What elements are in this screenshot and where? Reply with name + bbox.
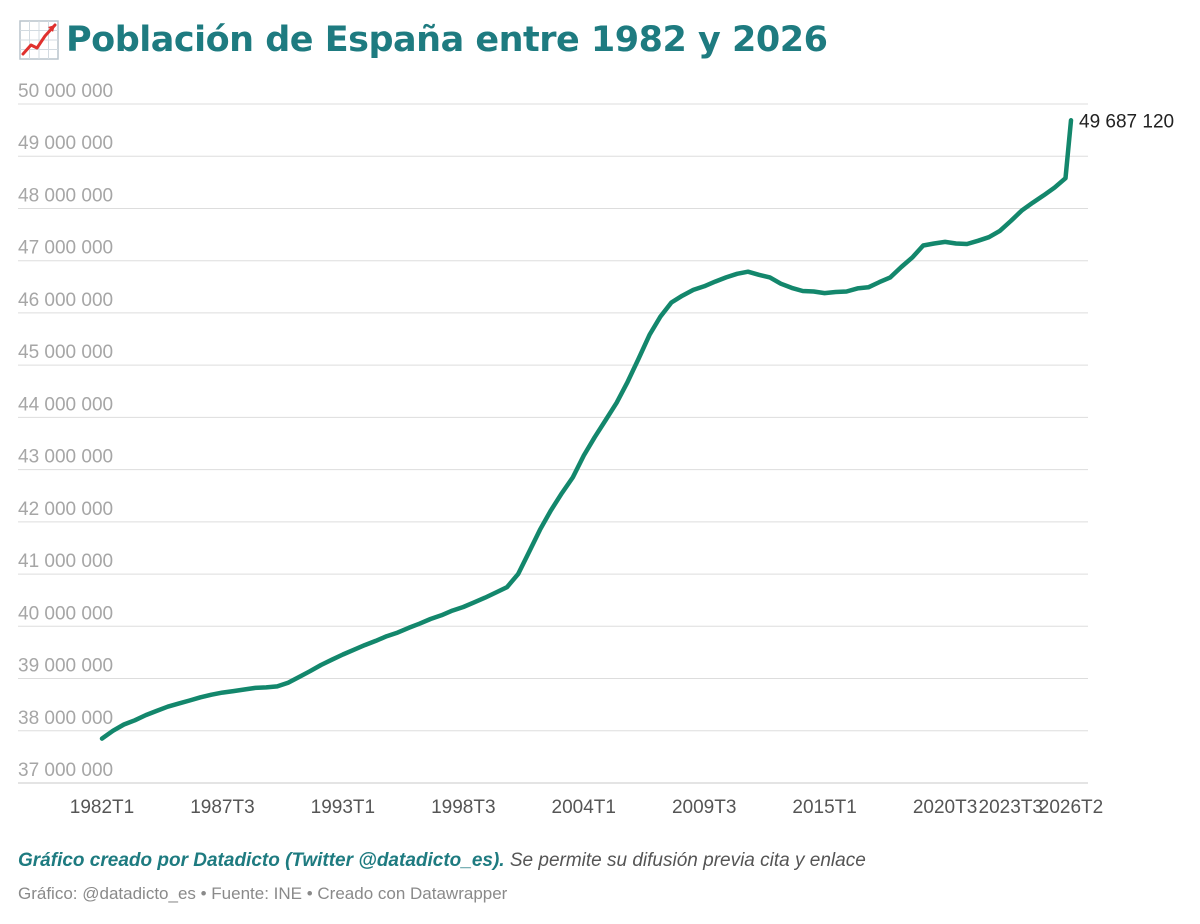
y-tick-label: 37 000 000: [18, 760, 113, 781]
x-tick-label: 1982T1: [70, 797, 134, 818]
x-tick-label: 2023T3: [979, 797, 1043, 818]
x-tick-label: 2009T3: [672, 797, 736, 818]
y-tick-label: 49 000 000: [18, 133, 113, 154]
y-tick-label: 42 000 000: [18, 499, 113, 520]
chart-title-text: Población de España entre 1982 y 2026: [66, 20, 828, 60]
y-tick-label: 46 000 000: [18, 290, 113, 311]
footer-credit-bold: Gráfico creado por Datadicto (Twitter @d…: [18, 850, 505, 871]
y-tick-label: 41 000 000: [18, 551, 113, 572]
y-tick-label: 47 000 000: [18, 238, 113, 259]
chart-title: Población de España entre 1982 y 2026: [18, 14, 828, 66]
x-tick-label: 1993T1: [311, 797, 375, 818]
y-tick-label: 39 000 000: [18, 656, 113, 677]
x-tick-label: 2004T1: [552, 797, 616, 818]
x-tick-label: 2015T1: [792, 797, 856, 818]
y-tick-label: 44 000 000: [18, 394, 113, 415]
y-tick-label: 45 000 000: [18, 342, 113, 363]
y-tick-label: 38 000 000: [18, 708, 113, 729]
x-tick-label: 2026T2: [1039, 797, 1103, 818]
y-tick-label: 48 000 000: [18, 185, 113, 206]
population-series-line: [99, 118, 1074, 741]
footer-source: Gráfico: @datadicto_es • Fuente: INE • C…: [18, 884, 508, 903]
x-tick-label: 2020T3: [913, 797, 977, 818]
x-tick-label: 1987T3: [190, 797, 254, 818]
y-tick-label: 50 000 000: [18, 81, 113, 102]
end-value-label: 49 687 120: [1079, 111, 1174, 132]
y-tick-label: 40 000 000: [18, 603, 113, 624]
footer-credit: Gráfico creado por Datadicto (Twitter @d…: [18, 850, 866, 872]
chart-increasing-icon: [19, 20, 59, 60]
x-tick-label: 1998T3: [431, 797, 495, 818]
y-tick-label: 43 000 000: [18, 447, 113, 468]
footer-credit-rest: Se permite su difusión previa cita y enl…: [504, 850, 866, 871]
